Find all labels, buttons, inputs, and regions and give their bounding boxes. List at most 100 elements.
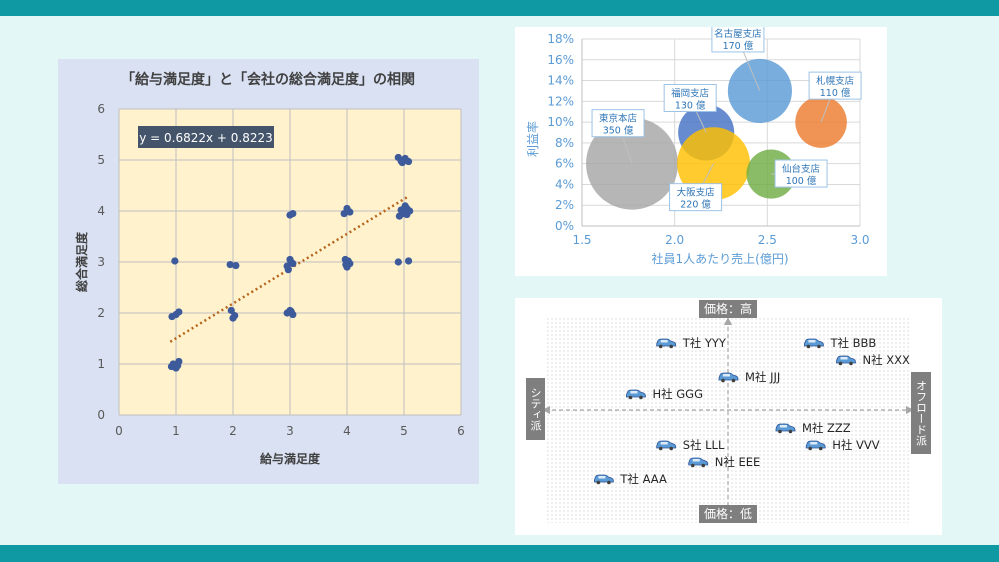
car-wheel [658,344,663,349]
positioning-map-panel: 価格：高 価格：低 シティ派 オフロード派 T社 YYY T社 BBB N社 XXX… [515,298,942,535]
car-icon [656,440,677,451]
car-wheel [817,344,821,349]
scatter-x-tick-label: 2 [229,424,237,438]
bubble-x-axis-title: 社員1人あたり売上(億円) [652,251,789,266]
bubble-label-box [711,27,765,53]
bubble [586,117,679,210]
scatter-y-tick-label: 3 [97,255,105,269]
scatter-y-tick-label: 2 [97,306,105,320]
bubble-label-name: 東京本店 [599,113,637,125]
scatter-chart-title: 「給与満足度」と「会社の総合満足度」の相関 [121,71,415,88]
scatter-points [167,153,414,372]
car-wheel [721,378,725,383]
bubble-label-value: 100 億 [786,175,817,187]
car-window [723,374,730,377]
scatter-point [287,258,295,266]
bubble-y-axis-title: 利益率 [525,121,540,157]
top-accent-bar [0,0,999,16]
car-window [779,425,787,428]
map-right-label: オフロード派 [915,380,928,446]
scatter-y-axis-title: 総合満足度 [74,231,89,292]
scatter-point [229,314,237,322]
car-window [598,476,606,479]
map-item-label: M社 ZZZ [802,421,851,435]
car-wheel [818,446,823,451]
bubble-label-value: 130 億 [675,100,706,112]
bubble-label-name: 大阪支店 [677,187,715,199]
map-item-label: H社 GGG [652,387,703,401]
scatter-chart: 「給与満足度」と「会社の総合満足度」の相関 0 1 2 3 4 5 6 0 1 2 3 4 5 6 y =… [58,59,479,484]
car-window [630,391,638,394]
car-icon [594,474,614,485]
bubble-ticks: 0% 2% 4% 6% 8% 10% 12% 14% 16% 18% 1.5 2.0 2.5 3.0 [547,32,869,247]
scatter-x-tick-label: 0 [115,424,123,438]
scatter-point [174,361,182,370]
bubble-y-tick-label: 6% [555,157,574,171]
scatter-point [346,208,354,216]
bubble-y-tick-label: 0% [555,219,574,233]
bubble-y-tick-label: 8% [555,136,574,150]
car-icon [688,457,709,468]
car-wheel [669,344,673,349]
car-wheel [808,446,813,451]
map-top-label: 価格：高 [704,301,752,316]
car-wheel [690,463,695,468]
bubble-label-value: 110 億 [820,87,851,99]
bubble-label-box [808,71,862,100]
scatter-x-axis-title: 給与満足度 [260,451,321,466]
car-wheel [838,361,843,366]
positioning-map: 価格：高 価格：低 シティ派 オフロード派 T社 YYY T社 BBB N社 XXX… [515,298,942,535]
car-icon [656,338,677,349]
map-item-label: T社 BBB [829,336,876,350]
map-left-label-box [526,378,545,440]
bubble-label-box [774,159,828,188]
map-bottom-label-box [699,505,757,523]
bubble-label-box [663,84,717,112]
bubble-label-value: 220 億 [680,199,711,211]
car-wheel [628,395,633,400]
scatter-point [395,212,404,220]
arrow-up-icon [724,317,732,325]
car-wheel [658,446,663,451]
car-window [660,340,668,343]
scatter-x-tick-label: 5 [400,424,408,438]
bubble-chart: 0% 2% 4% 6% 8% 10% 12% 14% 16% 18% 1.5 2.0 2.5 3.0 東京… [515,27,887,276]
scatter-point [175,308,183,316]
scatter-point [404,257,413,265]
map-item-label: S社 LLL [683,438,725,452]
map-item-label: N社 EEE [715,455,761,469]
car-wheel [778,429,782,434]
bottom-accent-bar [0,545,999,562]
map-item-label: N社 XXX [862,353,910,367]
car-icon [626,389,646,400]
trendline-equation: y = 0.6822x + 0.8223 [139,131,273,145]
map-top-label-box [699,300,757,318]
bubble-label-value: 350 億 [603,125,634,137]
map-items: T社 YYY T社 BBB N社 XXX M社 JJJ H社 GGG M社 ZZZ S社 L… [594,336,910,486]
scatter-y-tick-label: 4 [97,204,105,218]
map-item-label: H社 VVV [832,438,880,452]
bubble-chart-panel: 0% 2% 4% 6% 8% 10% 12% 14% 16% 18% 1.5 2.0 2.5 3.0 東京… [515,27,887,276]
bubble-label-name: 札幌支店 [816,75,854,87]
bubble-label-value: 170 億 [723,40,754,52]
bubble-label-box [591,109,645,138]
scatter-point [232,261,240,270]
scatter-point [227,306,235,315]
scatter-point [401,202,409,210]
scatter-point [289,209,297,218]
scatter-trendline [169,196,408,343]
map-item-label: T社 YYY [682,336,727,350]
car-wheel [731,378,736,383]
scatter-point [287,307,295,316]
scatter-point [404,157,413,166]
bubble-label-name: 名古屋支店 [714,28,762,40]
scatter-x-tick-label: 6 [457,424,465,438]
car-wheel [639,395,643,400]
bubble-y-tick-label: 16% [547,53,574,67]
car-icon [805,440,826,451]
bubble-y-tick-label: 10% [547,115,574,129]
bubble-y-tick-label: 12% [547,94,574,108]
map-bottom-label: 価格：低 [704,506,752,521]
scatter-y-tick-label: 6 [97,102,105,116]
